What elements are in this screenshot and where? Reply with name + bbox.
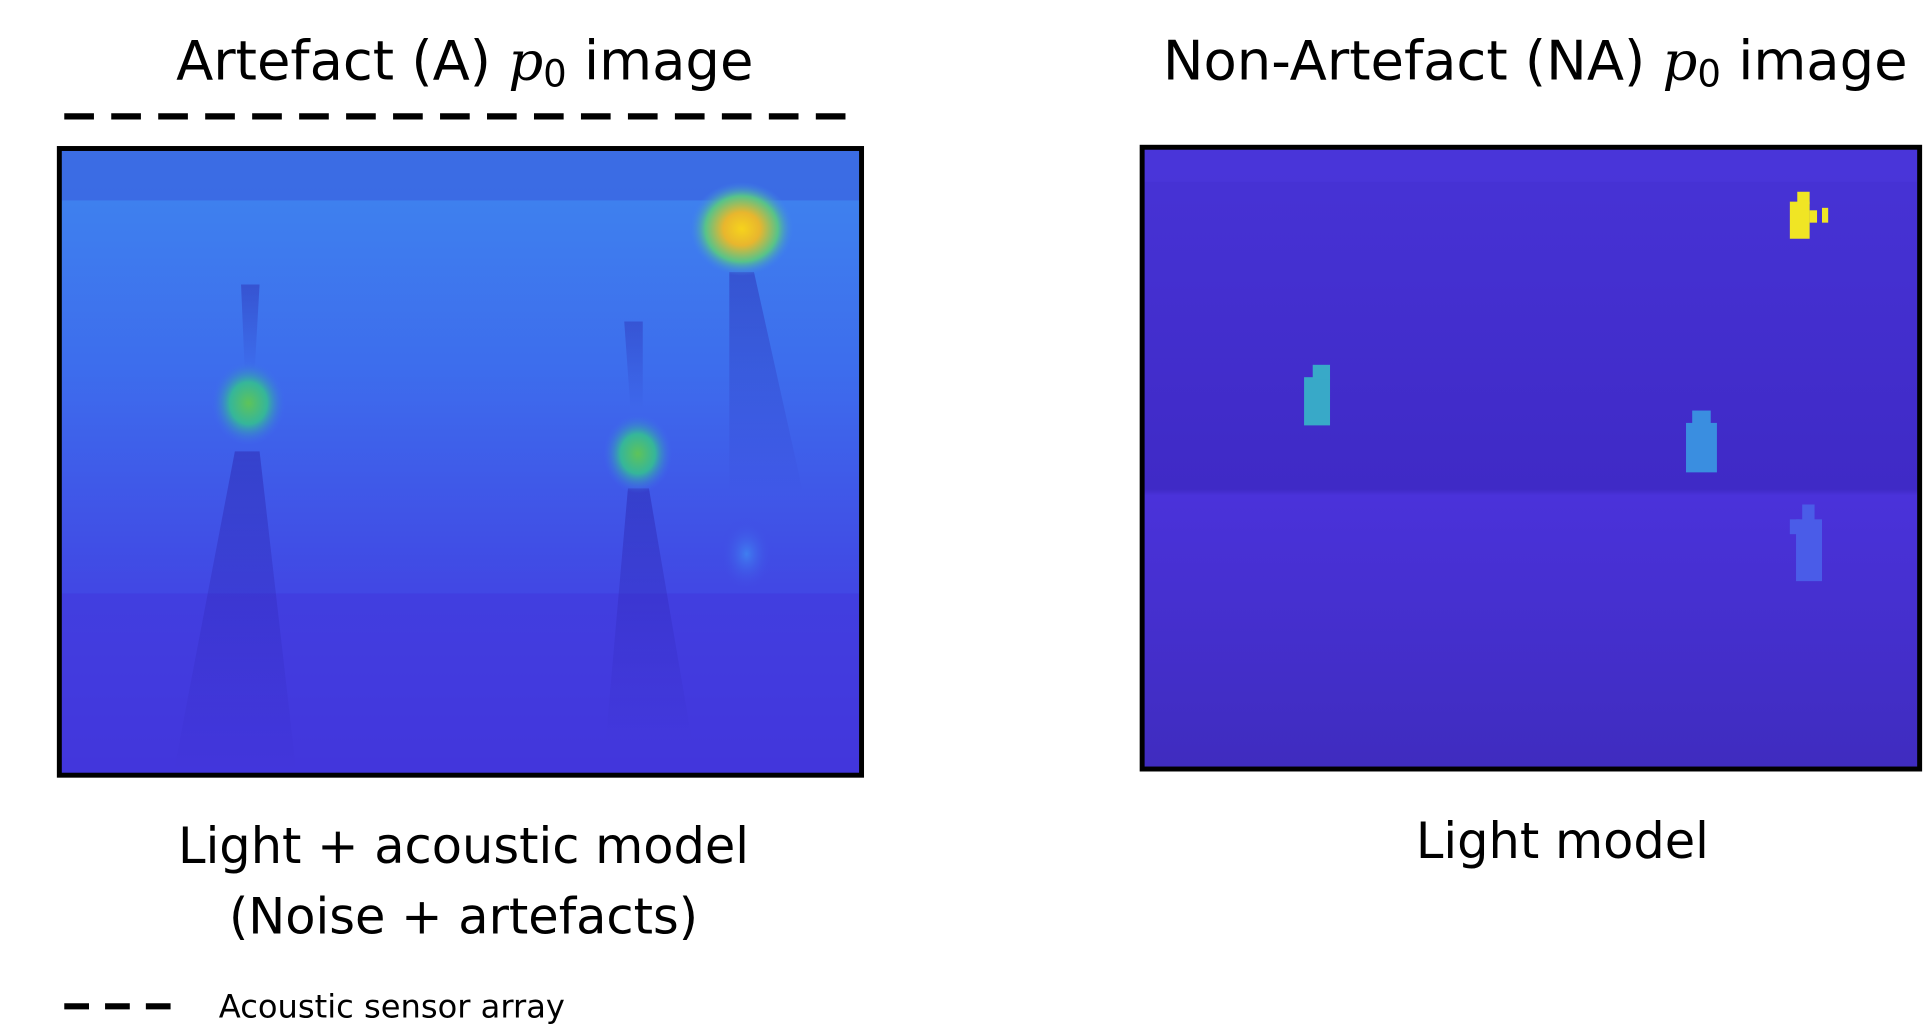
artefact-image: [56, 146, 865, 778]
caption: (Noise + artefacts): [229, 887, 698, 945]
text-part: Non-Artefact (NA): [1163, 29, 1645, 92]
text-part: p: [1663, 29, 1698, 92]
panel-title: Artefact (A) p0 image: [176, 29, 753, 95]
text-part: image: [1738, 29, 1907, 92]
text-part: Artefact (A): [176, 29, 491, 92]
text-part: 0: [543, 53, 567, 96]
text-part: p: [508, 29, 543, 92]
legend-label: Acoustic sensor array: [219, 987, 565, 1025]
panel-title: Non-Artefact (NA) p0 image: [1163, 29, 1908, 95]
text-part: image: [584, 29, 753, 92]
text-part: 0: [1697, 53, 1721, 96]
caption: Light + acoustic model: [178, 817, 749, 875]
non-artefact-image: [1139, 144, 1923, 772]
caption: Light model: [1416, 812, 1709, 870]
